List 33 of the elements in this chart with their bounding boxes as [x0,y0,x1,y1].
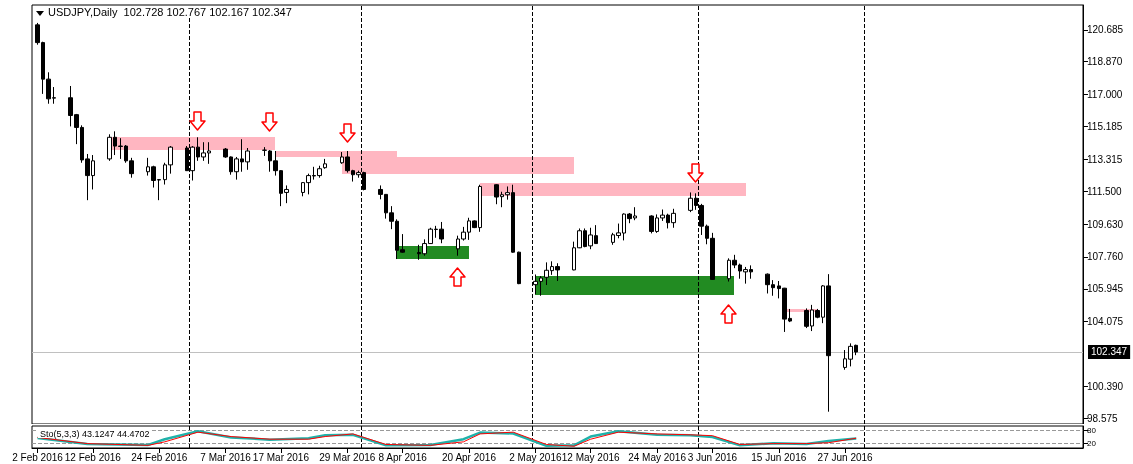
y-tick-label: 107.760 [1087,251,1124,263]
x-tick-label: 7 Mar 2016 [200,451,252,463]
y-tick-label: 105.945 [1087,283,1124,295]
chart-title: Sto(5,3,3) 43.1247 44.4702 [40,428,150,439]
x-tick-label: 24 May 2016 [628,451,687,463]
chart-title: USDJPY,Daily 102.728 102.767 102.167 102.347 [48,5,292,18]
x-tick-label: 12 May 2016 [561,451,621,463]
y-tick-label: 80 [1087,425,1097,435]
x-tick-label: 29 Mar 2016 [319,451,376,463]
x-tick-label: 27 Jun 2016 [817,451,874,463]
x-tick-label: 3 Jun 2016 [687,451,738,463]
y-tick-label: 117.000 [1087,89,1123,101]
y-tick-label: 113.315 [1087,153,1123,165]
x-tick-label: 12 Feb 2016 [64,451,122,463]
x-tick-label: 24 Feb 2016 [131,451,188,463]
x-tick-label: 20 Apr 2016 [442,451,497,463]
x-tick-label: 15 Jun 2016 [751,451,807,463]
y-tick-label: 98.575 [1087,412,1119,424]
y-tick-label: 100.390 [1087,380,1124,392]
y-tick-label: 120.685 [1087,24,1124,36]
ref-line-label: 102.347 [1091,346,1128,358]
x-tick-label: 17 Mar 2016 [252,451,310,463]
y-tick-label: 118.870 [1087,56,1123,68]
candlestick [517,251,521,285]
x-tick-label: 2 May 2016 [509,451,562,463]
candlestick [323,158,327,170]
y-tick-label: 115.185 [1087,120,1123,132]
x-tick-label: 2 Feb 2016 [12,451,64,463]
y-tick-label: 109.630 [1087,218,1124,230]
y-tick-label: 20 [1087,439,1097,449]
x-tick-label: 8 Apr 2016 [378,451,428,463]
y-tick-label: 104.075 [1087,316,1124,328]
y-tick-label: 111.500 [1087,185,1123,197]
